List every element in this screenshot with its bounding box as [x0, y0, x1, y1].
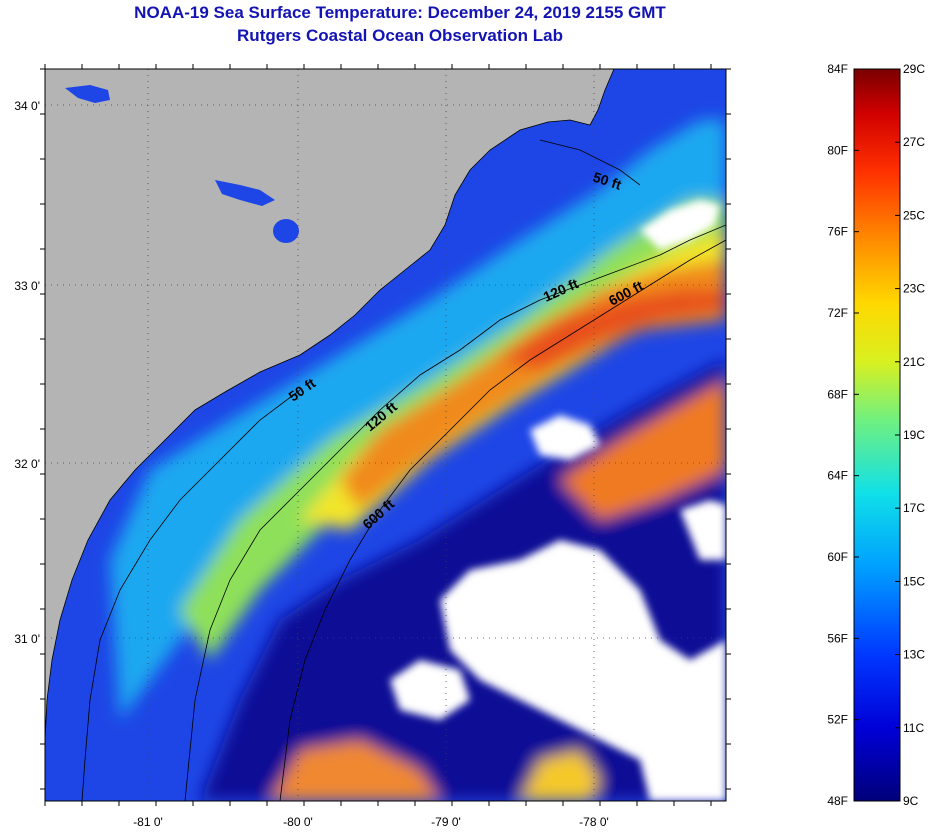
colorbar-c-label: 23C: [903, 282, 925, 296]
colorbar-c-label: 25C: [903, 208, 925, 222]
lon-label-81: -81 0': [133, 815, 163, 829]
lon-label-80: -80 0': [283, 815, 313, 829]
lake-northwest: [65, 85, 110, 103]
colorbar-c-label: 11C: [903, 721, 924, 735]
colorbar-c-label: 19C: [903, 428, 925, 442]
colorbar-f-label: 52F: [827, 713, 848, 727]
colorbar-f-label: 56F: [827, 631, 848, 645]
colorbar-c-label: 21C: [903, 355, 925, 369]
colorbar-gradient: [853, 68, 901, 802]
celsius-scale: 29C 27C 25C 23C 21C 19C 17C 15C 13C 11C 9C: [895, 62, 925, 808]
colorbar-c-label: 9C: [903, 794, 919, 808]
lon-label-78: -78 0': [579, 815, 609, 829]
cloud-south: [390, 660, 470, 720]
lon-label-79: -79 0': [431, 815, 461, 829]
colorbar-c-label: 17C: [903, 501, 925, 515]
map-title: NOAA-19 Sea Surface Temperature: Decembe…: [134, 3, 666, 22]
lat-label-32: 32 0': [14, 457, 40, 471]
coastline: [45, 69, 615, 741]
fahrenheit-scale: 84F 80F 76F 72F 68F 64F 60F 56F 52F 48F: [827, 62, 859, 808]
lat-label-33: 33 0': [14, 279, 40, 293]
graticule: [45, 69, 726, 801]
gulfstream-red-core: [500, 290, 726, 370]
colorbar-c-label: 15C: [903, 574, 925, 588]
lake-moultrie: [273, 219, 299, 243]
colorbar-f-label: 48F: [827, 794, 848, 808]
south-yellow-patch: [520, 750, 600, 801]
cloud-far-east: [680, 500, 726, 560]
cloud-mask: [390, 200, 726, 801]
south-warm-patch: [270, 740, 440, 801]
cloud-large-southeast: [440, 540, 726, 801]
sst-map: 34 0' 33 0' 32 0' 31 0' -81 0' -80 0' -7…: [14, 64, 731, 829]
colorbar-f-label: 64F: [827, 469, 848, 483]
southeast-warm-patch: [560, 380, 726, 520]
colorbar-c-label: 27C: [903, 135, 925, 149]
map-frame: [44, 68, 727, 802]
map-subtitle: Rutgers Coastal Ocean Observation Lab: [237, 26, 563, 45]
colorbar-f-label: 76F: [827, 225, 848, 239]
land-mass: [45, 69, 614, 740]
temperature-colorbar: 84F 80F 76F 72F 68F 64F 60F 56F 52F 48F 29C 27C 25C…: [827, 62, 925, 808]
colorbar-f-label: 68F: [827, 387, 848, 401]
contour-120ft: [184, 224, 726, 801]
cloud-northeast: [640, 200, 720, 250]
contour-600ft: [279, 239, 726, 801]
cloud-east-1: [530, 415, 600, 460]
colorbar-f-label: 60F: [827, 550, 848, 564]
colorbar-f-label: 72F: [827, 306, 848, 320]
colorbar-c-label: 13C: [903, 648, 925, 662]
lat-label-31: 31 0': [14, 632, 40, 646]
colorbar-c-label: 29C: [903, 62, 925, 76]
colorbar-f-label: 84F: [827, 62, 848, 76]
contour-50ft: [81, 139, 641, 801]
lat-label-34: 34 0': [14, 99, 40, 113]
axis-ticks: [40, 64, 731, 806]
colorbar-f-label: 80F: [827, 143, 848, 157]
lake-marion: [215, 180, 275, 206]
